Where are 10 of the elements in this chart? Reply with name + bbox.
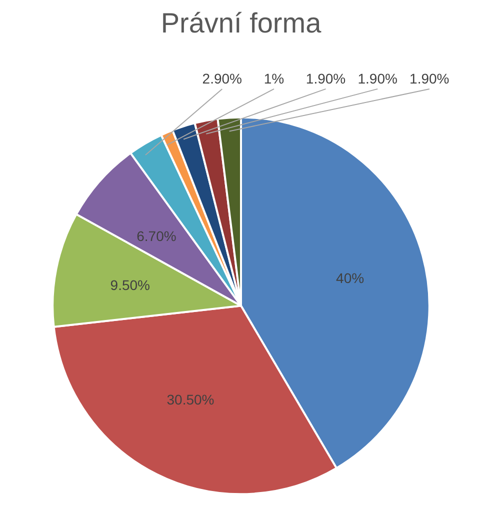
data-label: 1.90% [358, 70, 398, 86]
chart-title: Právní forma [160, 8, 322, 38]
data-label: 2.90% [202, 70, 242, 86]
data-label: 40% [336, 270, 364, 286]
data-label: 1.90% [410, 70, 450, 86]
data-label: 1% [264, 70, 284, 86]
data-label: 30.50% [166, 392, 214, 408]
data-label: 1.90% [306, 70, 346, 86]
data-label: 9.50% [110, 277, 150, 294]
data-label: 6.70% [136, 228, 176, 244]
